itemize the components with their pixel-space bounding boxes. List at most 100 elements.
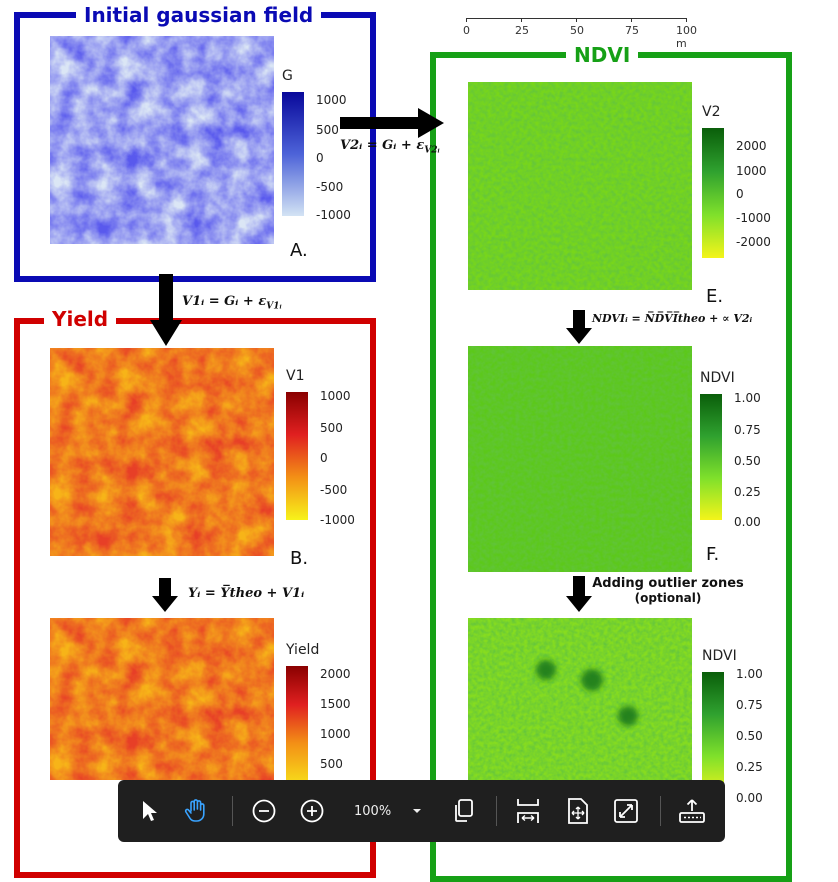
legend-g-tick: 500 (316, 123, 339, 137)
legend-yield-tick: 1500 (320, 697, 351, 711)
legend-ndvi-tick: 1.00 (734, 391, 761, 405)
zoom-in-button[interactable] (294, 794, 330, 828)
chevron-down-icon (413, 809, 421, 813)
arrow-right (340, 108, 444, 138)
legend-ndvi-tick: 0.75 (734, 423, 761, 437)
legend-v1-tick: 0 (320, 451, 328, 465)
upload-button[interactable] (674, 794, 710, 828)
label-e: E. (706, 286, 724, 307)
outlier-note-line2: (optional) (634, 591, 702, 605)
scale-label-50: 50 (570, 24, 584, 37)
legend-g: G 1000 500 0 -500 -1000 (282, 68, 362, 222)
scale-label-25: 25 (515, 24, 529, 37)
gaussian-field-title: Initial gaussian field (76, 4, 322, 26)
legend-g-title: G (282, 68, 293, 84)
fullscreen-icon (614, 799, 638, 823)
legend-v1: V1 1000 500 0 -500 -1000 (286, 368, 366, 528)
legend-v2-tick: -1000 (736, 211, 771, 225)
copy-icon (455, 799, 473, 822)
legend-yield-tick: 500 (320, 757, 343, 771)
zoom-level-value: 100% (354, 803, 392, 819)
legend-g-tick: 1000 (316, 93, 347, 107)
map-ndvi (468, 346, 692, 572)
map-v1 (50, 348, 274, 556)
legend-v2-title: V2 (702, 104, 721, 120)
viewer-toolbar: 100% (118, 780, 725, 842)
map-yield (50, 618, 274, 780)
legend-ndvi: NDVI 1.00 0.75 0.50 0.25 0.00 (700, 370, 780, 530)
equation-yield: Yᵢ = Y̅theo + V1ᵢ (188, 586, 305, 601)
map-v2 (468, 82, 692, 290)
equation-v1: V1ᵢ = Gᵢ + εV1ᵢ (182, 294, 282, 312)
fit-page-button[interactable] (560, 794, 596, 828)
zoom-level-select[interactable]: 100% (348, 794, 428, 828)
zoom-in-icon (300, 799, 324, 823)
legend-yield-title: Yield (286, 642, 320, 658)
legend-v1-tick: -1000 (320, 513, 355, 527)
copy-button[interactable] (446, 794, 482, 828)
legend-yield-colorbar (286, 666, 308, 782)
zoom-out-icon (252, 799, 276, 823)
ndvi-title: NDVI (566, 44, 639, 66)
legend-ndvi-outliers-tick: 0.50 (736, 729, 763, 743)
equation-v2: V2ᵢ = Gᵢ + εV2ᵢ (340, 138, 440, 156)
legend-ndvi-tick: 0.25 (734, 485, 761, 499)
legend-v2-tick: 2000 (736, 139, 767, 153)
legend-ndvi-outliers-tick: 0.00 (736, 791, 763, 805)
legend-yield-tick: 2000 (320, 667, 351, 681)
scale-label-100: 100 m (676, 24, 697, 50)
legend-ndvi-outliers-tick: 0.25 (736, 760, 763, 774)
arrow-down-outliers (566, 576, 592, 612)
cursor-icon (143, 801, 157, 821)
legend-ndvi-outliers-tick: 0.75 (736, 698, 763, 712)
legend-v2-tick: 0 (736, 187, 744, 201)
legend-ndvi-colorbar (700, 394, 722, 520)
legend-ndvi-outliers-tick: 1.00 (736, 667, 763, 681)
arrow-down-ndvi (566, 310, 592, 344)
fit-page-icon (568, 798, 588, 824)
legend-yield: Yield 2000 1500 1000 500 (286, 642, 366, 782)
scale-label-0: 0 (463, 24, 470, 37)
fit-width-button[interactable] (510, 794, 546, 828)
legend-ndvi-outliers-colorbar (702, 672, 724, 798)
fullscreen-button[interactable] (608, 794, 644, 828)
legend-v1-title: V1 (286, 368, 305, 384)
legend-v2-tick: 1000 (736, 164, 767, 178)
fit-width-icon (517, 799, 539, 823)
arrow-down-v1 (150, 274, 182, 346)
outlier-note: Adding outlier zones (optional) (588, 576, 748, 605)
upload-icon (679, 799, 705, 823)
label-a: A. (290, 240, 308, 261)
map-gaussian (50, 36, 274, 244)
legend-g-tick: 0 (316, 151, 324, 165)
arrow-down-yield (152, 578, 178, 612)
legend-v2: V2 2000 1000 0 -1000 -2000 (702, 104, 782, 264)
legend-v1-colorbar (286, 392, 308, 520)
legend-ndvi-tick: 0.50 (734, 454, 761, 468)
hand-tool-button[interactable] (178, 794, 214, 828)
legend-v2-colorbar (702, 128, 724, 258)
scale-label-75: 75 (625, 24, 639, 37)
legend-ndvi-title: NDVI (700, 370, 735, 386)
label-b: B. (290, 548, 309, 569)
legend-ndvi-outliers: NDVI 1.00 0.75 0.50 0.25 0.00 (702, 648, 782, 808)
legend-v1-tick: 1000 (320, 389, 351, 403)
legend-g-colorbar (282, 92, 304, 216)
legend-g-tick: -1000 (316, 208, 351, 222)
legend-ndvi-tick: 0.00 (734, 515, 761, 529)
legend-ndvi-outliers-title: NDVI (702, 648, 737, 664)
legend-v2-tick: -2000 (736, 235, 771, 249)
map-ndvi-outliers (468, 618, 692, 782)
legend-g-tick: -500 (316, 180, 344, 194)
legend-v1-tick: 500 (320, 421, 343, 435)
label-f: F. (706, 544, 720, 565)
scale-bar: 0 25 50 75 100 m (463, 10, 706, 50)
hand-icon (184, 799, 205, 822)
zoom-out-button[interactable] (246, 794, 282, 828)
outlier-note-line1: Adding outlier zones (592, 576, 744, 591)
legend-v1-tick: -500 (320, 483, 348, 497)
select-tool-button[interactable] (132, 794, 168, 828)
yield-title: Yield (44, 308, 117, 330)
equation-ndvi: NDVIᵢ = N̅D̅V̅I̅theo + ∝ V2ᵢ (592, 312, 753, 325)
legend-yield-tick: 1000 (320, 727, 351, 741)
